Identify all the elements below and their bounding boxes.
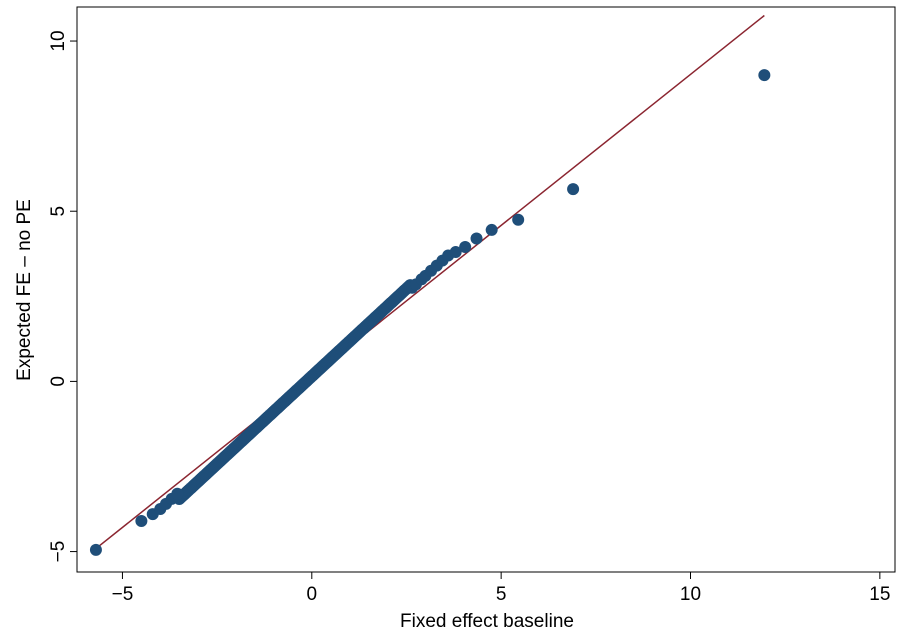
data-point <box>459 240 472 253</box>
data-point <box>758 69 771 82</box>
y-tick-label: −5 <box>48 541 69 563</box>
x-tick-label: 5 <box>496 584 507 605</box>
fit-line-group <box>91 14 765 553</box>
y-axis-title: Expected FE – no PE <box>14 199 35 381</box>
data-point <box>171 487 184 500</box>
y-tick-label: 5 <box>48 206 69 217</box>
x-tick-label: −5 <box>112 584 134 605</box>
data-point <box>89 543 102 556</box>
y-tick-label: 0 <box>48 376 69 387</box>
data-point <box>135 514 148 527</box>
data-points <box>89 69 771 556</box>
x-axis-ticks: −5 0 5 10 15 <box>112 572 890 605</box>
fit-line <box>91 14 765 553</box>
y-axis-ticks: −5 0 5 10 <box>48 30 77 562</box>
y-tick-label: 10 <box>48 30 69 51</box>
data-point <box>470 232 483 245</box>
x-tick-label: 10 <box>680 584 701 605</box>
x-tick-label: 15 <box>869 584 890 605</box>
data-point <box>449 246 462 259</box>
x-tick-label: 0 <box>307 584 318 605</box>
plot-frame <box>76 6 896 573</box>
data-point <box>512 213 525 226</box>
data-point <box>567 183 580 196</box>
data-point <box>485 223 498 236</box>
x-axis-title: Fixed effect baseline <box>400 611 574 632</box>
